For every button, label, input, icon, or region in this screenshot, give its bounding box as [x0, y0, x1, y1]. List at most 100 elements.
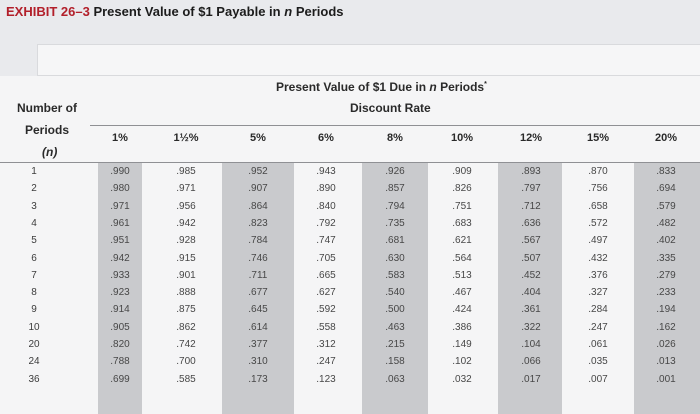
value-cell: .567 — [521, 235, 541, 247]
period-cell: 8 — [31, 287, 37, 299]
value-cell: .572 — [588, 217, 608, 229]
value-cell: .215 — [385, 339, 405, 350]
value-cell: .890 — [316, 183, 336, 195]
column-header: 8% — [387, 132, 403, 144]
value-cell: .335 — [656, 252, 676, 264]
value-cell: .310 — [248, 356, 268, 368]
period-cell: 2 — [31, 183, 37, 195]
column-header: 6% — [318, 132, 334, 144]
period-cell: 10 — [28, 321, 40, 333]
value-cell: .361 — [521, 304, 541, 316]
value-cell: .162 — [656, 321, 676, 333]
value-cell: .026 — [656, 339, 676, 350]
value-cell: .402 — [656, 235, 676, 247]
value-cell: .823 — [248, 217, 268, 229]
body-divider — [0, 162, 700, 163]
main-header-text: Present Value of $1 Due in — [276, 80, 427, 94]
table-main-header: Present Value of $1 Due in n Periods* — [276, 80, 487, 94]
value-cell: .699 — [110, 373, 130, 385]
period-cell: 3 — [31, 200, 37, 212]
value-cell: .893 — [521, 166, 541, 177]
footnote-mark: * — [484, 81, 487, 88]
value-cell: .747 — [316, 235, 336, 247]
value-cell: .432 — [588, 252, 608, 264]
value-cell: .914 — [110, 304, 130, 316]
exhibit-title-text: Present Value of $1 Payable in — [93, 4, 281, 19]
value-cell: .951 — [110, 235, 130, 247]
column-header: 12% — [519, 132, 543, 144]
value-cell: .943 — [316, 166, 336, 177]
value-cell: .149 — [452, 339, 472, 350]
value-cell: .247 — [316, 356, 336, 368]
value-cell: .926 — [385, 166, 405, 177]
value-cell: .284 — [588, 304, 608, 316]
value-cell: .066 — [521, 356, 541, 368]
value-cell: .907 — [248, 183, 268, 195]
n-label: (n) — [42, 145, 58, 159]
value-cell: .630 — [385, 252, 405, 264]
value-cell: .452 — [521, 269, 541, 281]
value-cell: .173 — [248, 373, 268, 385]
value-cell: .956 — [176, 200, 196, 212]
value-cell: .279 — [656, 269, 676, 281]
column-shade — [98, 163, 142, 414]
number-of-label: Number of — [17, 101, 77, 115]
value-cell: .990 — [110, 166, 130, 177]
value-cell: .627 — [316, 287, 336, 299]
value-cell: .032 — [452, 373, 472, 385]
value-cell: .833 — [656, 166, 676, 177]
column-header: 20% — [654, 132, 678, 144]
value-cell: .377 — [248, 339, 268, 350]
value-cell: .592 — [316, 304, 336, 316]
exhibit-label: EXHIBIT 26–3 — [6, 4, 90, 19]
value-cell: .820 — [110, 339, 130, 350]
value-cell: .063 — [385, 373, 405, 385]
value-cell: .579 — [656, 200, 676, 212]
value-cell: .061 — [588, 339, 608, 350]
value-cell: .901 — [176, 269, 196, 281]
value-cell: .788 — [110, 356, 130, 368]
exhibit-title: EXHIBIT 26–3 Present Value of $1 Payable… — [6, 4, 344, 19]
value-cell: .585 — [176, 373, 196, 385]
period-cell: 36 — [28, 373, 40, 385]
period-cell: 4 — [31, 217, 37, 229]
value-cell: .233 — [656, 287, 676, 299]
value-cell: .424 — [452, 304, 472, 316]
value-cell: .742 — [176, 339, 196, 350]
value-cell: .513 — [452, 269, 472, 281]
column-header: 1½% — [173, 132, 199, 144]
value-cell: .712 — [521, 200, 541, 212]
caption-box — [37, 44, 700, 76]
value-cell: .888 — [176, 287, 196, 299]
value-cell: .794 — [385, 200, 405, 212]
value-cell: .507 — [521, 252, 541, 264]
value-cell: .017 — [521, 373, 541, 385]
value-cell: .247 — [588, 321, 608, 333]
column-shade — [634, 163, 700, 414]
value-cell: .645 — [248, 304, 268, 316]
value-cell: .952 — [248, 166, 268, 177]
periods-label: Periods — [25, 123, 70, 137]
value-cell: .711 — [248, 269, 268, 281]
period-cell: 1 — [31, 166, 37, 177]
value-cell: .463 — [385, 321, 405, 333]
value-cell: .862 — [176, 321, 196, 333]
value-cell: .784 — [248, 235, 268, 247]
column-shade — [222, 163, 294, 414]
discount-rate-header: Discount Rate — [350, 101, 431, 115]
value-cell: .909 — [452, 166, 472, 177]
value-cell: .751 — [452, 200, 472, 212]
column-shade — [498, 163, 562, 414]
value-cell: .942 — [110, 252, 130, 264]
value-cell: .035 — [588, 356, 608, 368]
column-header: 15% — [586, 132, 610, 144]
value-cell: .376 — [588, 269, 608, 281]
value-cell: .123 — [316, 373, 336, 385]
value-cell: .102 — [452, 356, 472, 368]
value-cell: .928 — [176, 235, 196, 247]
exhibit-title-suffix: Periods — [295, 4, 344, 19]
period-cell: 5 — [31, 235, 37, 247]
value-cell: .705 — [316, 252, 336, 264]
value-cell: .923 — [110, 287, 130, 299]
period-cell: 9 — [31, 304, 37, 316]
